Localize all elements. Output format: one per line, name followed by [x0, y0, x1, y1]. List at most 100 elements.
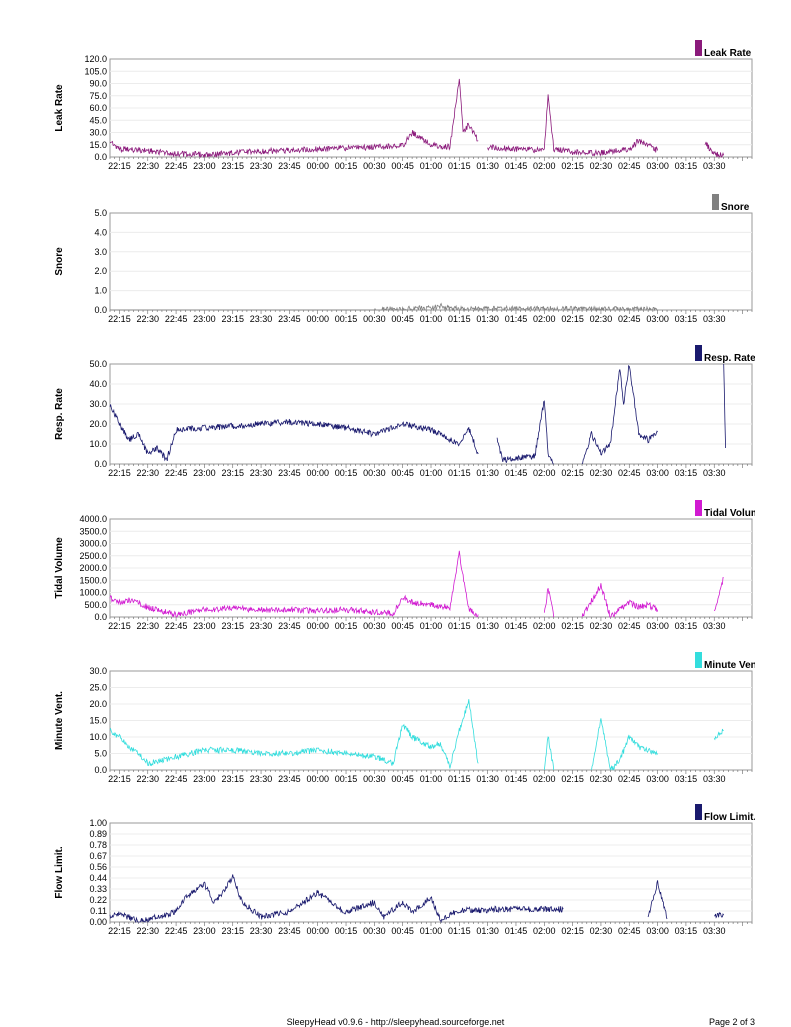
y-tick-label: 0.0 — [94, 305, 107, 315]
x-tick-label: 23:00 — [193, 314, 216, 324]
y-tick-label: 105.0 — [84, 66, 107, 76]
y-tick-label: 0.67 — [89, 851, 107, 861]
x-tick-label: 02:45 — [618, 621, 641, 631]
x-tick-label: 01:00 — [420, 774, 443, 784]
series-line — [109, 550, 479, 618]
x-tick-label: 03:30 — [703, 468, 726, 478]
y-axis-label: Leak Rate — [54, 84, 65, 132]
x-tick-label: 02:30 — [590, 161, 613, 171]
y-tick-label: 1500.0 — [79, 575, 107, 585]
y-tick-label: 1.00 — [89, 818, 107, 828]
y-tick-label: 0.22 — [89, 895, 107, 905]
x-tick-label: 02:00 — [533, 161, 556, 171]
series-line — [543, 736, 555, 771]
y-tick-label: 10.0 — [89, 732, 107, 742]
legend-label: Minute Vent. — [704, 660, 763, 671]
x-tick-label: 00:15 — [335, 774, 358, 784]
series-line — [109, 699, 479, 769]
x-tick-label: 00:15 — [335, 314, 358, 324]
x-tick-label: 23:15 — [221, 468, 244, 478]
y-tick-label: 0.33 — [89, 884, 107, 894]
x-tick-label: 02:45 — [618, 774, 641, 784]
legend: Minute Vent. — [695, 652, 763, 671]
y-tick-label: 50.0 — [89, 359, 107, 369]
footer-app-info: SleepyHead v0.9.6 - http://sleepyhead.so… — [286, 1017, 505, 1027]
x-tick-label: 01:30 — [476, 926, 499, 936]
x-tick-label: 00:30 — [363, 621, 386, 631]
footer-page-number: Page 2 of 3 — [708, 1017, 755, 1027]
x-tick-label: 23:00 — [193, 468, 216, 478]
x-tick-label: 02:45 — [618, 161, 641, 171]
y-tick-label: 60.0 — [89, 103, 107, 113]
legend-label: Resp. Rate — [704, 353, 756, 364]
x-tick-label: 22:45 — [165, 314, 188, 324]
x-tick-label: 01:15 — [448, 161, 471, 171]
y-tick-label: 3500.0 — [79, 526, 107, 536]
y-tick-label: 30.0 — [89, 128, 107, 138]
x-tick-label: 01:30 — [476, 621, 499, 631]
x-tick-label: 03:15 — [675, 621, 698, 631]
x-tick-label: 00:45 — [391, 926, 414, 936]
legend-label: Flow Limit. — [704, 812, 756, 823]
x-tick-label: 03:15 — [675, 314, 698, 324]
x-tick-label: 01:45 — [505, 926, 528, 936]
y-tick-label: 3000.0 — [79, 539, 107, 549]
x-tick-label: 02:15 — [561, 161, 584, 171]
x-tick-label: 02:00 — [533, 621, 556, 631]
y-tick-label: 20.0 — [89, 419, 107, 429]
x-tick-label: 23:30 — [250, 774, 273, 784]
x-tick-label: 03:15 — [675, 774, 698, 784]
y-axis-label: Tidal Volume — [54, 537, 65, 599]
x-tick-label: 23:45 — [278, 621, 301, 631]
x-tick-label: 23:30 — [250, 314, 273, 324]
series-line — [581, 583, 658, 618]
x-tick-label: 00:15 — [335, 161, 358, 171]
x-tick-label: 00:00 — [306, 621, 329, 631]
x-tick-label: 02:30 — [590, 314, 613, 324]
x-tick-label: 01:30 — [476, 314, 499, 324]
legend: Tidal Volume — [695, 500, 755, 519]
x-tick-label: 03:30 — [703, 314, 726, 324]
y-axis-label: Minute Vent. — [54, 691, 65, 750]
x-tick-label: 23:00 — [193, 161, 216, 171]
legend-label: Leak Rate — [704, 48, 752, 59]
x-tick-label: 00:45 — [391, 621, 414, 631]
y-tick-label: 1.0 — [94, 286, 107, 296]
x-tick-label: 00:15 — [335, 468, 358, 478]
x-tick-label: 03:30 — [703, 161, 726, 171]
x-tick-label: 22:45 — [165, 621, 188, 631]
x-tick-label: 00:30 — [363, 468, 386, 478]
y-tick-label: 45.0 — [89, 115, 107, 125]
y-tick-label: 120.0 — [84, 54, 107, 64]
series-line — [487, 94, 658, 157]
legend-swatch — [695, 804, 702, 820]
x-tick-label: 02:30 — [590, 774, 613, 784]
y-tick-label: 5.0 — [94, 208, 107, 218]
y-tick-label: 0.89 — [89, 829, 107, 839]
legend: Snore — [712, 194, 750, 213]
x-tick-label: 03:00 — [646, 468, 669, 478]
x-tick-label: 02:30 — [590, 926, 613, 936]
x-tick-label: 23:30 — [250, 468, 273, 478]
x-tick-label: 00:00 — [306, 314, 329, 324]
y-tick-label: 0.0 — [94, 152, 107, 162]
x-tick-label: 02:45 — [618, 926, 641, 936]
x-tick-label: 00:45 — [391, 161, 414, 171]
x-tick-label: 00:30 — [363, 161, 386, 171]
series-line — [713, 577, 724, 612]
x-tick-label: 02:45 — [618, 468, 641, 478]
y-tick-label: 15.0 — [89, 140, 107, 150]
legend-swatch — [695, 345, 702, 361]
y-axis-label: Snore — [54, 247, 65, 276]
x-tick-label: 03:00 — [646, 161, 669, 171]
x-tick-label: 22:45 — [165, 161, 188, 171]
x-tick-label: 01:15 — [448, 468, 471, 478]
series-line — [647, 880, 668, 920]
series-line — [581, 364, 658, 465]
x-tick-label: 22:15 — [108, 468, 131, 478]
y-tick-label: 75.0 — [89, 91, 107, 101]
x-tick-label: 00:30 — [363, 774, 386, 784]
y-tick-label: 1000.0 — [79, 588, 107, 598]
x-tick-label: 00:15 — [335, 621, 358, 631]
y-axis-label: Flow Limit. — [54, 846, 65, 898]
